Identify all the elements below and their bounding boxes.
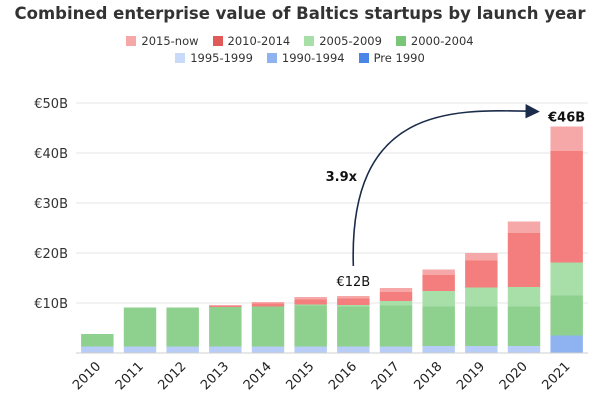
legend-swatch [395,36,406,46]
bar-segment-2010-2014-2015 [294,299,327,305]
bar-segment-2010-2014-2014 [251,303,285,307]
legend-row-2: 1995-1999 1990-1994 Pre 1990 [0,51,600,65]
bar-segment-2010-2014-2018 [422,275,455,291]
legend-item-1995-1999: 1995-1999 [175,51,253,65]
x-tick-label-2021: 2021 [539,359,573,393]
bar-segment-2010-2014-2016 [337,298,370,305]
legend-label: 2005-2009 [319,34,382,48]
legend-swatch [358,53,369,63]
legend-item-1990-1994: 1990-1994 [266,51,345,65]
bar-segment-2015-now-2018 [422,269,455,275]
bar-segment-2010-2014-2020 [507,233,541,287]
bars [81,126,583,353]
bar-segment-2015-now-2021 [550,126,583,151]
bar-segment-1995-1999-2010 [81,346,114,353]
bar-segment-1995-1999-2019 [465,346,498,353]
legend-swatch [212,36,223,46]
y-tick-label: €20B [34,247,68,262]
bar-segment-2000-2004-2021 [550,295,583,336]
bar-segment-2005-2009-2017 [379,301,413,306]
legend-label: 2015-now [141,34,199,48]
bar-segment-2005-2009-2020 [507,287,541,307]
legend-swatch [126,36,137,46]
x-tick-label-2013: 2013 [198,359,232,393]
bar-segment-2015-now-2014 [251,302,285,304]
bar-segment-1995-1999-2012 [166,346,199,353]
bar-segment-1995-1999-2013 [209,346,242,353]
bar-segment-2005-2009-2021 [550,262,583,296]
bar-segment-2000-2004-2010 [81,334,114,347]
x-tick-label-2020: 2020 [497,359,531,393]
y-tick-label: €30B [34,197,68,212]
x-tick-label-2012: 2012 [155,359,189,393]
bar-segment-1995-1999-2015 [294,346,327,353]
bar-segment-2000-2004-2019 [465,306,498,346]
legend-swatch [304,36,315,46]
bar-segment-2005-2009-2016 [337,305,370,307]
legend-label: 1995-1999 [190,51,253,65]
start-value-label: €12B [336,275,370,290]
x-tick-label-2011: 2011 [113,359,147,393]
legend-swatch [266,53,277,63]
bar-segment-2010-2014-2021 [550,151,583,263]
bar-segment-2010-2014-2013 [209,306,242,307]
growth-multiplier-label: 3.9x [326,170,358,185]
legend-item-pre-1990: Pre 1990 [358,51,425,65]
bar-segment-1995-1999-2016 [337,346,370,353]
legend-label: 2010-2014 [227,34,291,48]
chart-title: Combined enterprise value of Baltics sta… [14,4,586,23]
x-tick-label-2017: 2017 [369,359,403,393]
legend-item-2000-2004: 2000-2004 [395,34,474,48]
bar-segment-2010-2014-2017 [379,292,413,301]
bar-segment-2000-2004-2011 [123,307,157,347]
bar-segment-2005-2009-2015 [294,304,327,306]
y-tick-label: €10B [34,297,68,312]
bar-segment-1995-1999-2011 [123,346,157,353]
bar-segment-1995-1999-2014 [251,346,285,353]
bar-segment-2000-2004-2020 [507,306,541,346]
bar-segment-1995-1999-2018 [422,346,455,353]
x-tick-label-2015: 2015 [283,359,317,393]
bar-segment-2000-2004-2013 [209,307,242,347]
y-tick-label: €40B [34,147,68,162]
bar-segment-2010-2014-2019 [465,260,498,288]
bar-segment-2000-2004-2017 [379,305,413,347]
x-tick-label-2010: 2010 [70,359,104,393]
bar-segment-2005-2009-2019 [465,287,498,307]
legend-label: Pre 1990 [373,51,425,65]
legend-row-1: 2015-now 2010-2014 2005-2009 2000-2004 [0,34,600,48]
bar-segment-2015-now-2015 [294,297,327,300]
legend-item-2010-2014: 2010-2014 [212,34,291,48]
bar-segment-2000-2004-2015 [294,305,327,347]
bar-segment-2000-2004-2018 [422,306,455,346]
bar-segment-2015-now-2013 [209,305,242,306]
bar-segment-1990-1994-2021 [550,335,583,353]
x-tick-label-2019: 2019 [454,359,488,393]
bar-segment-2000-2004-2016 [337,306,370,347]
bar-segment-2000-2004-2012 [166,307,199,347]
bar-segment-2000-2004-2014 [251,306,285,347]
x-tick-label-2014: 2014 [241,359,275,393]
x-tick-label-2018: 2018 [411,359,445,393]
bar-segment-2015-now-2019 [465,253,498,261]
legend-label: 1990-1994 [281,51,345,65]
legend-label: 2000-2004 [410,34,474,48]
legend-item-2005-2009: 2005-2009 [304,34,382,48]
legend-swatch [175,53,186,63]
bar-segment-2015-now-2017 [379,288,413,292]
bar-segment-1995-1999-2020 [507,346,541,353]
growth-arrow [352,104,540,267]
end-value-label: €46B [547,111,585,126]
x-tick-label-2016: 2016 [326,359,360,393]
bar-segment-2015-now-2020 [507,221,541,233]
bar-segment-2005-2009-2018 [422,291,455,307]
grid-lines [76,102,588,304]
bar-segment-1995-1999-2017 [379,346,413,353]
bar-segment-2015-now-2016 [337,296,370,299]
legend-item-2015-now: 2015-now [126,34,199,48]
y-tick-label: €50B [34,97,68,112]
